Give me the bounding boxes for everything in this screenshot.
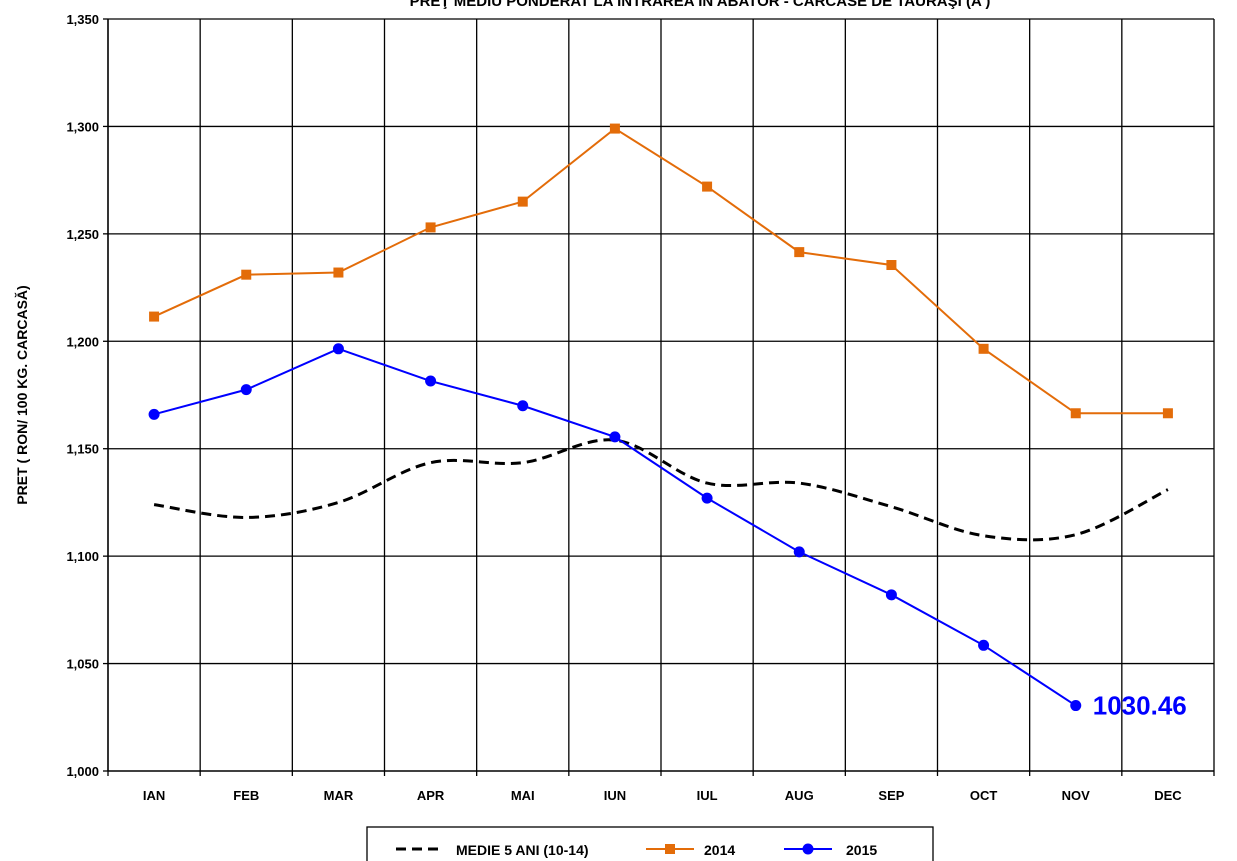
series-line [153, 127, 1168, 415]
data-point [609, 431, 621, 443]
x-tick-label: IAN [143, 788, 165, 803]
y-axis-label: PRET ( RON/ 100 KG. CARCASĂ) [14, 285, 30, 504]
data-point [1070, 700, 1082, 712]
x-tick-label: FEB [233, 788, 259, 803]
y-tick-label: 1,150 [66, 442, 99, 457]
tick-labels: 1,000 1,050 1,100 1,150 1,200 1,250 1,300 1,350… [66, 12, 1182, 803]
data-point [517, 400, 529, 412]
y-tick-label: 1,100 [66, 549, 99, 564]
data-point [425, 375, 437, 387]
chart-title: PREŢ MEDIU PONDERAT LA INTRAREA ÎN ABATO… [410, 0, 991, 10]
x-tick-label: OCT [970, 788, 998, 803]
x-tick-label: MAI [511, 788, 535, 803]
y-tick-label: 1,050 [66, 657, 99, 672]
data-point [609, 123, 620, 134]
legend-marker [665, 844, 675, 854]
axes [103, 18, 1215, 776]
legend-label: 2015 [846, 842, 877, 858]
data-point [886, 260, 897, 271]
x-tick-label: IUL [697, 788, 718, 803]
series-line [153, 438, 1169, 542]
data-point [885, 589, 897, 601]
x-tick-label: DEC [1154, 788, 1182, 803]
data-point [240, 384, 252, 396]
series-medie-5-ani-10-14- [153, 438, 1169, 542]
legend: MEDIE 5 ANI (10-14) 2014 2015 [366, 826, 934, 861]
annotations: 1030.46 [1093, 691, 1187, 721]
legend-label: 2014 [704, 842, 735, 858]
data-label: 1030.46 [1093, 691, 1187, 721]
data-point [793, 546, 805, 558]
data-point [978, 343, 989, 354]
legend-label: MEDIE 5 ANI (10-14) [456, 842, 589, 858]
y-tick-label: 1,250 [66, 227, 99, 242]
data-point [241, 269, 252, 280]
data-point [701, 492, 713, 504]
data-point [1162, 408, 1173, 419]
x-tick-label: AUG [785, 788, 814, 803]
data-point [149, 311, 160, 322]
x-tick-label: APR [417, 788, 445, 803]
x-tick-label: SEP [878, 788, 904, 803]
data-point [425, 222, 436, 233]
y-tick-label: 1,000 [66, 764, 99, 779]
series-2015 [148, 343, 1082, 712]
data-point [517, 196, 528, 207]
data-point [333, 267, 344, 278]
data-point [1070, 408, 1081, 419]
y-tick-label: 1,200 [66, 334, 99, 349]
y-tick-label: 1,300 [66, 119, 99, 134]
data-point [794, 247, 805, 258]
grid [108, 18, 1215, 771]
data-point [148, 408, 160, 420]
legend-box [366, 826, 934, 861]
data-point [978, 639, 990, 651]
data-point [702, 181, 713, 192]
x-tick-label: NOV [1062, 788, 1091, 803]
legend-marker [802, 843, 814, 855]
series-2014 [149, 123, 1173, 419]
y-tick-label: 1,350 [66, 12, 99, 27]
x-tick-label: MAR [324, 788, 354, 803]
data-point [332, 343, 344, 355]
x-tick-label: IUN [604, 788, 626, 803]
series-group [148, 123, 1173, 712]
